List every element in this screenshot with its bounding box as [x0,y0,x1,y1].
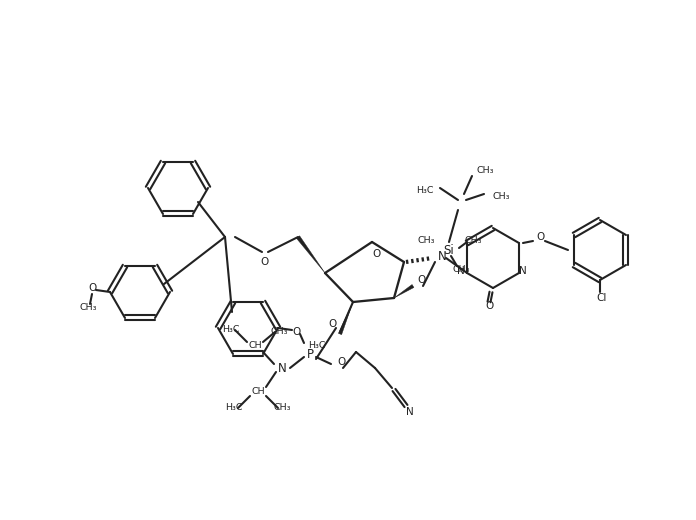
Text: CH₃: CH₃ [452,266,470,275]
Text: O: O [88,283,96,293]
Polygon shape [338,302,353,335]
Text: P: P [306,348,313,361]
Text: CH₃: CH₃ [464,236,482,244]
Text: N: N [438,250,446,263]
Text: CH: CH [248,342,262,350]
Text: CH₃: CH₃ [417,236,435,244]
Text: O: O [260,257,268,267]
Text: CH₃: CH₃ [270,328,287,336]
Text: H₃C: H₃C [308,342,326,350]
Text: Cl: Cl [596,293,607,303]
Text: H₃C: H₃C [222,326,239,334]
Polygon shape [296,236,325,273]
Text: O: O [417,275,425,285]
Text: CH₃: CH₃ [476,165,493,175]
Polygon shape [394,284,414,298]
Text: O: O [328,319,336,329]
Text: H₃C: H₃C [416,186,434,194]
Text: N: N [278,361,286,374]
Text: CH₃: CH₃ [274,404,291,412]
Text: O: O [337,357,345,367]
Text: Si: Si [443,243,454,256]
Text: O: O [485,301,493,311]
Text: CH₃: CH₃ [79,304,97,313]
Text: N: N [406,407,414,417]
Text: N: N [519,266,527,276]
Text: N: N [457,266,465,276]
Text: O: O [537,232,545,242]
Text: CH₃: CH₃ [492,191,509,201]
Text: CH: CH [251,387,264,396]
Text: O: O [292,327,300,337]
Text: H₃C: H₃C [226,404,243,412]
Text: O: O [372,249,380,259]
